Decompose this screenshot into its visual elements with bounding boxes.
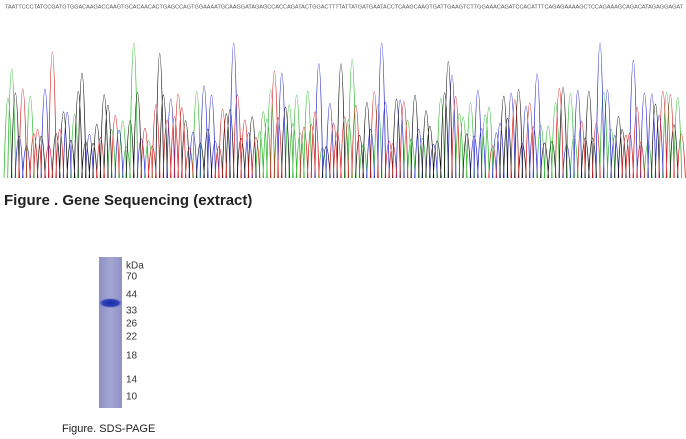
marker-label: 33: [126, 306, 138, 317]
gel-lane: [99, 257, 122, 408]
protein-band: [98, 298, 123, 308]
marker-labels: 70 44 33 26 22 18 14 10: [126, 272, 138, 403]
marker-label: 10: [126, 392, 138, 403]
marker-label: 22: [126, 332, 138, 343]
marker-label: 18: [126, 351, 138, 362]
marker-label: 14: [126, 375, 138, 386]
marker-label: 70: [126, 272, 138, 283]
sequence-text: TAATTCCCTATCCGATGTGGACAAGACCAAGTGCACAACA…: [5, 4, 684, 10]
trace: [18, 51, 686, 179]
marker-label: 26: [126, 319, 138, 330]
chromatogram: [3, 42, 686, 179]
trace: [14, 42, 664, 179]
trace: [11, 53, 679, 179]
marker-label: 44: [126, 290, 138, 301]
figure-caption: Figure . Gene Sequencing (extract): [4, 192, 252, 209]
figure-caption: Figure. SDS-PAGE: [62, 423, 155, 435]
unit-label: kDa: [126, 261, 144, 272]
